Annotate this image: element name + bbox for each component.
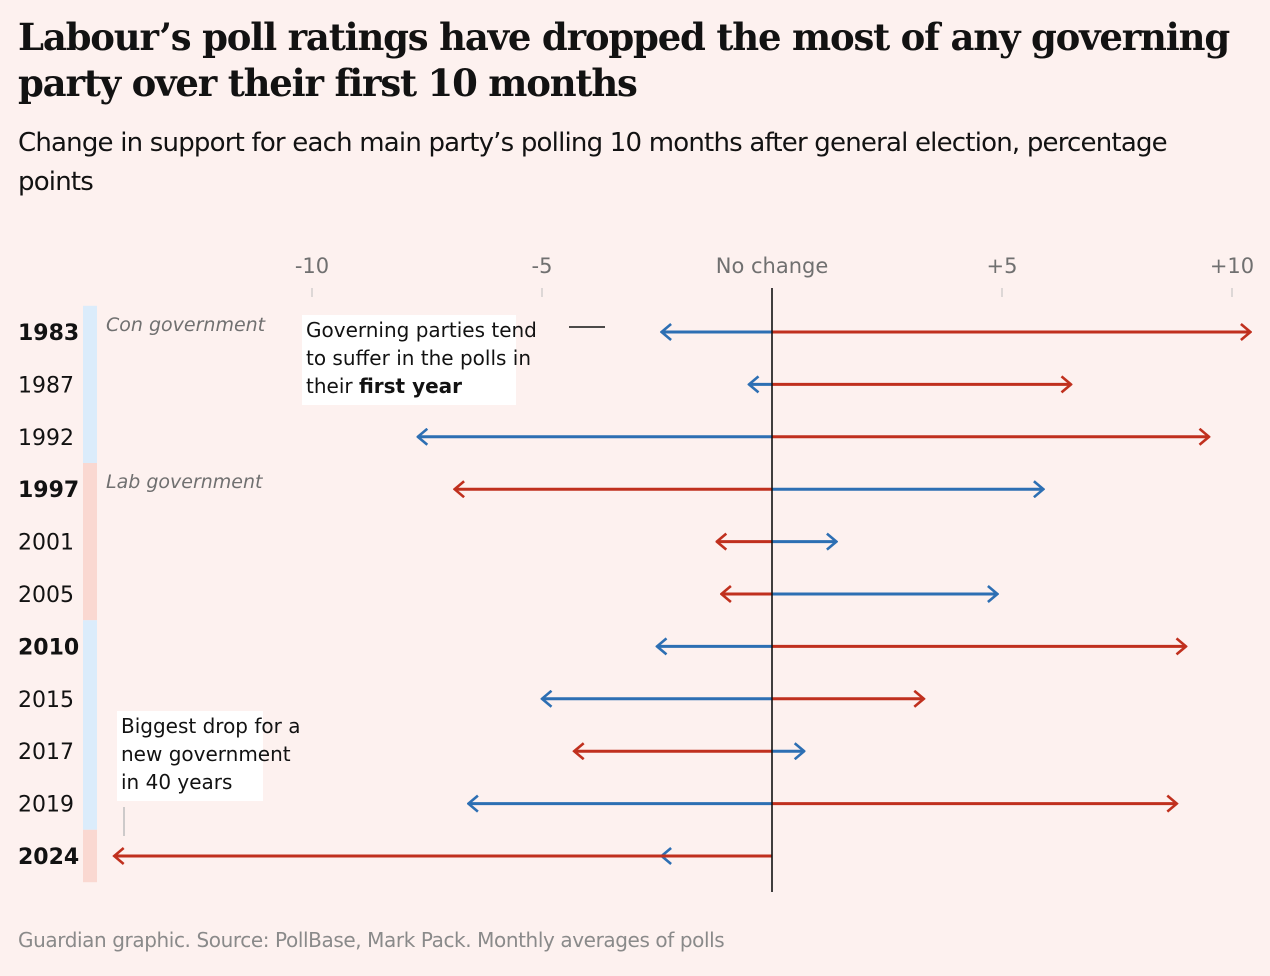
year-label-2015: 2015 — [18, 688, 74, 713]
arrow-chart: -10 -5 No change +5 +10 1983 1987 1992 1997 2001… — [18, 254, 1254, 892]
year-label-2010: 2010 — [18, 635, 79, 660]
year-label-2024: 2024 — [18, 845, 79, 870]
year-label-1983: 1983 — [18, 321, 79, 346]
gov-band-labour — [83, 463, 97, 621]
annotation-backdrop — [117, 711, 263, 801]
arrow-marks — [114, 332, 1250, 856]
annotation-line: to suffer in the polls in — [306, 346, 531, 370]
annotation-backdrop — [302, 315, 516, 405]
annotation-segment: first year — [359, 374, 462, 398]
annotation-segment: Biggest drop for a — [121, 714, 300, 738]
year-label-1992: 1992 — [18, 426, 74, 451]
annotations: Governing parties tend to suffer in the p… — [117, 315, 605, 836]
tick-label: +10 — [1210, 254, 1254, 278]
annotation-segment: new government — [121, 742, 291, 766]
annotation-line: Governing parties tend — [306, 318, 537, 342]
gov-band-labour — [83, 829, 97, 883]
annotation-segment: their — [306, 374, 359, 398]
gov-band-conservative — [83, 305, 97, 463]
year-label-1997: 1997 — [18, 478, 79, 503]
chart-title: Labour’s poll ratings have dropped the m… — [18, 15, 1230, 105]
annotation-segment: to suffer in the polls in — [306, 346, 531, 370]
annotation-line: in 40 years — [121, 770, 232, 794]
government-labels: Con government Lab government — [106, 314, 267, 493]
annotation: Biggest drop for a new government in 40 ye… — [117, 711, 300, 836]
chart-subtitle: Change in support for each main party’s … — [18, 128, 1168, 197]
year-label-2017: 2017 — [18, 740, 74, 765]
gov-label: Lab government — [106, 471, 264, 493]
year-label-1987: 1987 — [18, 373, 74, 398]
annotation-segment: Governing parties tend — [306, 318, 537, 342]
year-labels: 1983 1987 1992 1997 2001 2005 2010 2015 2017 2019… — [18, 321, 79, 870]
tick-label: -10 — [295, 254, 329, 278]
gov-label: Con government — [106, 314, 267, 336]
year-label-2001: 2001 — [18, 531, 74, 556]
annotation-line: new government — [121, 742, 291, 766]
tick-label: No change — [716, 254, 829, 278]
annotation-segment: in 40 years — [121, 770, 232, 794]
tick-label: -5 — [532, 254, 553, 278]
year-label-2005: 2005 — [18, 583, 74, 608]
tick-label: +5 — [987, 254, 1018, 278]
government-bands — [83, 305, 97, 883]
source-note: Guardian graphic. Source: PollBase, Mark… — [18, 928, 725, 952]
annotation-line: their first year — [306, 374, 462, 398]
annotation-line: Biggest drop for a — [121, 714, 300, 738]
x-axis: -10 -5 No change +5 +10 — [295, 254, 1254, 297]
year-label-2019: 2019 — [18, 793, 74, 818]
annotation: Governing parties tend to suffer in the p… — [302, 315, 605, 405]
gov-band-conservative — [83, 620, 97, 830]
